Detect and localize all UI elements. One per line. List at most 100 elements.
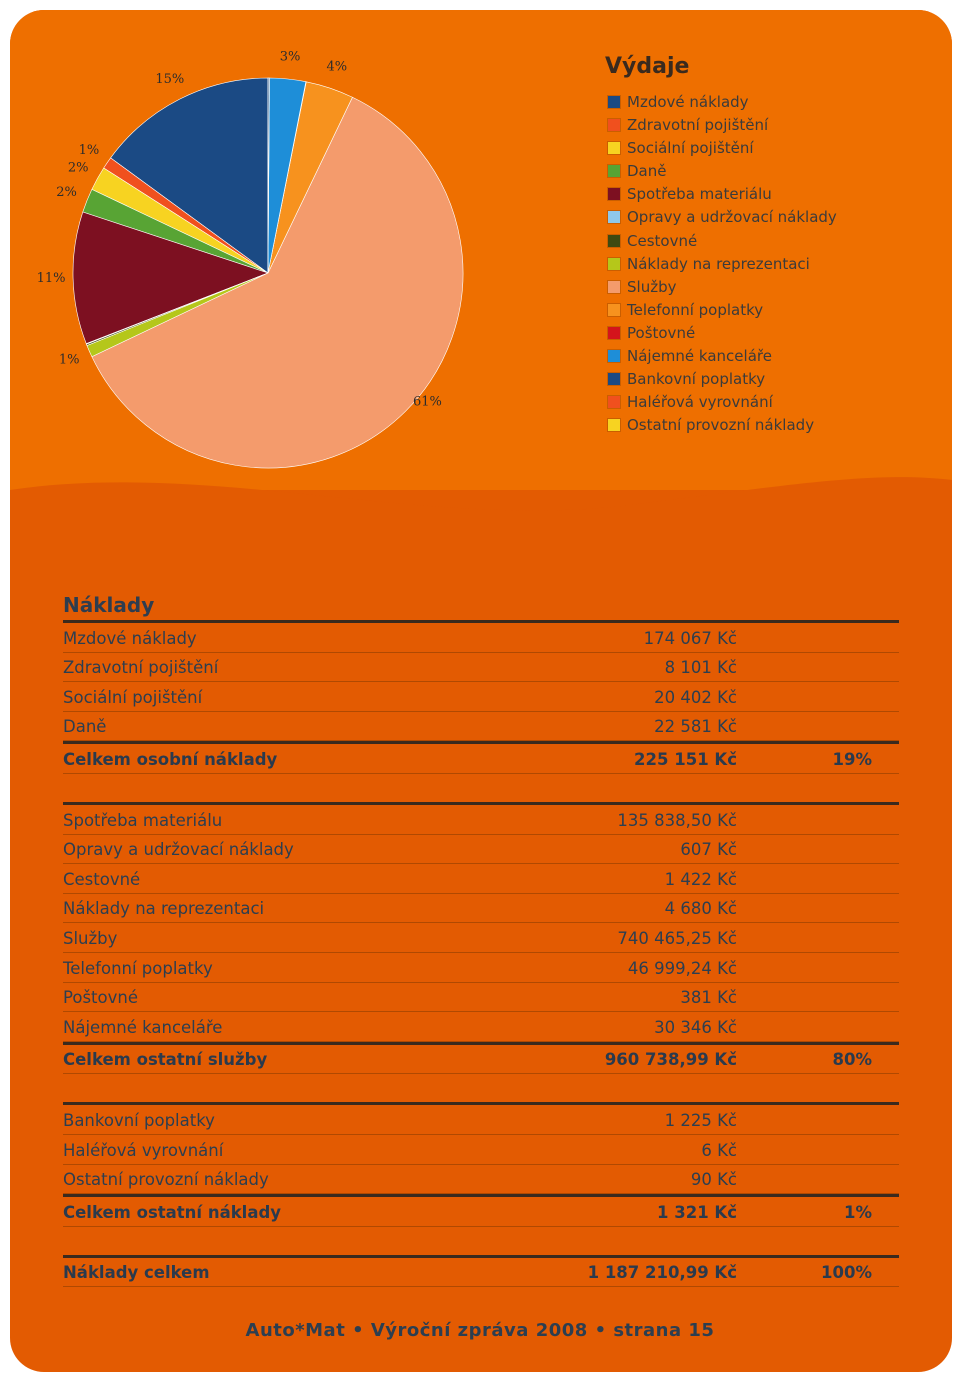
legend-swatch <box>608 188 620 201</box>
row-label: Služby <box>63 928 118 948</box>
slice-label: 3% <box>280 50 301 65</box>
slice-label: 4% <box>326 60 347 75</box>
row-percent: 80% <box>832 1050 873 1070</box>
row-label: Mzdové náklady <box>63 628 197 648</box>
legend-entry: Bankovní poplatky <box>605 368 837 391</box>
row-label: Celkem osobní náklady <box>63 749 278 769</box>
legend-swatch <box>608 419 620 432</box>
slice-label: 15% <box>155 72 184 87</box>
table-row: Spotřeba materiálu 135 838,50 Kč <box>63 801 899 835</box>
row-amount: 30 346 Kč <box>654 1017 737 1037</box>
row-amount: 1 321 Kč <box>657 1202 737 1222</box>
row-label: Daně <box>63 717 107 737</box>
legend-label: Poštovné <box>627 323 696 342</box>
row-label: Sociální pojištění <box>63 687 203 707</box>
row-label: Bankovní poplatky <box>63 1110 215 1130</box>
row-amount: 174 067 Kč <box>643 628 737 648</box>
row-amount: 1 225 Kč <box>664 1110 737 1130</box>
row-amount: 740 465,25 Kč <box>617 928 737 948</box>
total-row: Celkem ostatní náklady 1 321 Kč 1% <box>63 1194 899 1227</box>
row-amount: 8 101 Kč <box>664 658 737 678</box>
legend-entry: Spotřeba materiálu <box>605 183 837 206</box>
table-row: Opravy a udržovací náklady 607 Kč <box>63 835 899 865</box>
slice-label: 1% <box>79 143 100 158</box>
total-row: Celkem ostatní služby 960 738,99 Kč 80% <box>63 1041 899 1075</box>
footer: Auto*Mat • Výroční zpráva 2008 • strana … <box>245 1320 715 1341</box>
costs-table: Náklady Mzdové náklady 174 067 Kč Zdravotn… <box>63 590 899 1315</box>
row-percent: 19% <box>832 749 873 769</box>
table-title: Náklady <box>63 593 155 617</box>
table-group: Bankovní poplatky 1 225 Kč Haléřová vyrovn… <box>63 1102 899 1227</box>
row-label: Ostatní provozní náklady <box>63 1170 269 1190</box>
legend-swatch <box>608 257 620 270</box>
table-row: Zdravotní pojištění 8 101 Kč <box>63 653 899 683</box>
table-row: Poštovné 381 Kč <box>63 983 899 1013</box>
legend-entry: Opravy a udržovací náklady <box>605 206 837 229</box>
row-amount: 20 402 Kč <box>654 687 737 707</box>
legend-swatch <box>608 396 620 409</box>
row-percent: 100% <box>821 1263 872 1283</box>
table-row: Cestovné 1 422 Kč <box>63 864 899 894</box>
page-panel: 15% 1% 2% 2% 11% 1% 61% 4% 3% Výdaje Mzdové nákl… <box>10 10 952 1372</box>
table-row: Služby 740 465,25 Kč <box>63 923 899 953</box>
row-amount: 90 Kč <box>690 1170 737 1190</box>
row-amount: 1 187 210,99 Kč <box>587 1263 737 1283</box>
row-label: Cestovné <box>63 869 141 889</box>
pie-legend: Výdaje Mzdové náklady Zdravotní pojištění… <box>605 54 837 437</box>
row-label: Nájemné kanceláře <box>63 1017 223 1037</box>
total-row: Náklady celkem 1 187 210,99 Kč 100% <box>63 1254 899 1288</box>
legend-entry: Náklady na reprezentaci <box>605 253 837 276</box>
legend-entry: Haléřová vyrovnání <box>605 391 837 414</box>
table-row: Bankovní poplatky 1 225 Kč <box>63 1102 899 1135</box>
table-row: Nájemné kanceláře 30 346 Kč <box>63 1012 899 1042</box>
chart-title: Výdaje <box>605 54 690 79</box>
legend-swatch <box>608 350 620 363</box>
pie-chart: 15% 1% 2% 2% 11% 1% 61% 4% 3% <box>37 50 464 469</box>
legend-label: Opravy a udržovací náklady <box>627 208 837 227</box>
table-group: Spotřeba materiálu 135 838,50 Kč Opravy a … <box>63 801 899 1075</box>
legend-label: Náklady na reprezentaci <box>627 254 810 273</box>
row-label: Zdravotní pojištění <box>63 658 219 678</box>
table-row: Mzdové náklady 174 067 Kč <box>63 620 899 653</box>
legend-swatch <box>608 234 620 247</box>
slice-label: 61% <box>413 394 442 409</box>
row-label: Haléřová vyrovnání <box>63 1140 224 1160</box>
legend-swatch <box>608 142 620 155</box>
table-row: Náklady na reprezentaci 4 680 Kč <box>63 894 899 924</box>
legend-label: Telefonní poplatky <box>627 300 764 319</box>
table-row: Haléřová vyrovnání 6 Kč <box>63 1135 899 1165</box>
legend-swatch <box>608 326 620 339</box>
row-amount: 6 Kč <box>701 1140 737 1160</box>
legend-swatch <box>608 280 620 293</box>
legend-entry: Mzdové náklady <box>605 91 837 114</box>
table-group: Mzdové náklady 174 067 Kč Zdravotní pojišt… <box>63 620 899 774</box>
legend-label: Mzdové náklady <box>627 93 749 111</box>
slice-label: 2% <box>68 160 89 175</box>
legend-swatch <box>608 165 620 178</box>
row-amount: 46 999,24 Kč <box>627 958 737 978</box>
row-amount: 225 151 Kč <box>634 749 737 769</box>
legend-swatch <box>608 119 620 132</box>
row-amount: 4 680 Kč <box>664 899 737 919</box>
legend-swatch <box>608 303 620 316</box>
row-label: Poštovné <box>63 988 138 1008</box>
row-label: Náklady celkem <box>63 1263 210 1283</box>
row-label: Telefonní poplatky <box>63 958 213 978</box>
table-row: Sociální pojištění 20 402 Kč <box>63 682 899 712</box>
legend-label: Ostatní provozní náklady <box>627 416 815 435</box>
pie-slice <box>72 211 269 345</box>
row-amount: 960 738,99 Kč <box>604 1050 737 1070</box>
row-amount: 135 838,50 Kč <box>617 810 737 830</box>
legend-label: Daně <box>627 162 667 181</box>
legend-label: Sociální pojištění <box>627 139 754 158</box>
pie-slice <box>91 96 464 469</box>
row-amount: 381 Kč <box>680 988 737 1008</box>
row-label: Spotřeba materiálu <box>63 810 223 830</box>
legend-entry: Daně <box>605 160 837 183</box>
legend-label: Služby <box>627 277 677 296</box>
slice-label: 11% <box>37 271 66 286</box>
legend-swatch <box>608 96 620 108</box>
legend-entry: Ostatní provozní náklady <box>605 414 837 437</box>
legend-label: Cestovné <box>627 231 698 250</box>
legend-entry: Poštovné <box>605 322 837 345</box>
